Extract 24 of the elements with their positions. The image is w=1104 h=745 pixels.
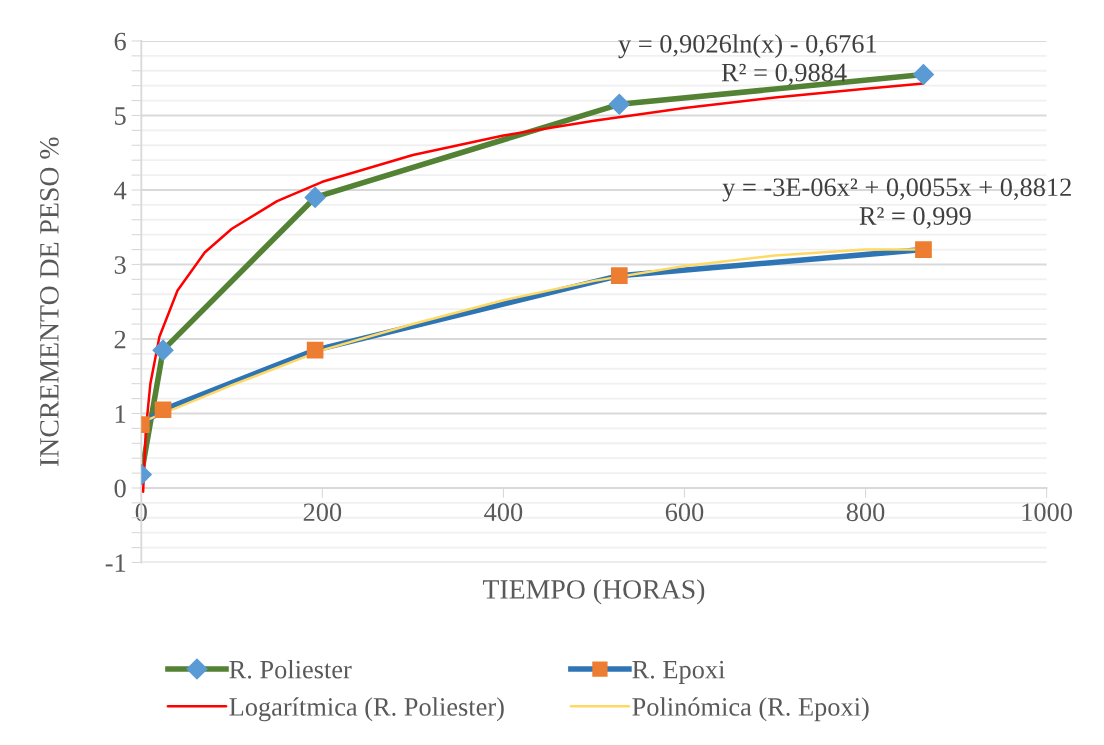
y-axis-title: INCREMENTO DE PESO % <box>39 137 59 466</box>
x-tick-label: 1000 <box>1022 503 1072 522</box>
y-tick-label: 2 <box>114 330 126 349</box>
legend-label: Logarítmica (R. Poliester) <box>229 697 504 722</box>
x-tick-label: 200 <box>303 503 342 522</box>
x-tick-label: 800 <box>846 503 885 522</box>
legend-label: Polinómica (R. Epoxi) <box>632 697 869 722</box>
y-tick-label: 5 <box>115 107 126 125</box>
x-axis-title: TIEMPO (HORAS) <box>482 579 705 605</box>
annotation: y = -3E-06x² + 0,0055x + 0,8812 <box>722 178 1071 202</box>
x-tick-label: 0 <box>135 503 147 522</box>
x-tick-label: 600 <box>665 503 704 522</box>
y-tick-label: 4 <box>114 181 127 200</box>
annotation: R² = 0,9884 <box>721 63 847 86</box>
y-tick-label: 6 <box>114 32 126 51</box>
legend-label: R. Poliester <box>229 659 352 679</box>
y-tick-label: -1 <box>105 554 126 572</box>
y-tick-label: 1 <box>115 405 126 423</box>
annotation: y = 0,9026ln(x) - 0,6761 <box>618 34 877 59</box>
x-tick-label: 400 <box>484 503 523 522</box>
y-tick-label: 0 <box>114 479 126 498</box>
y-tick-label: 3 <box>114 256 126 274</box>
annotation: R² = 0,999 <box>859 207 971 229</box>
legend-label: R. Epoxi <box>632 660 725 684</box>
